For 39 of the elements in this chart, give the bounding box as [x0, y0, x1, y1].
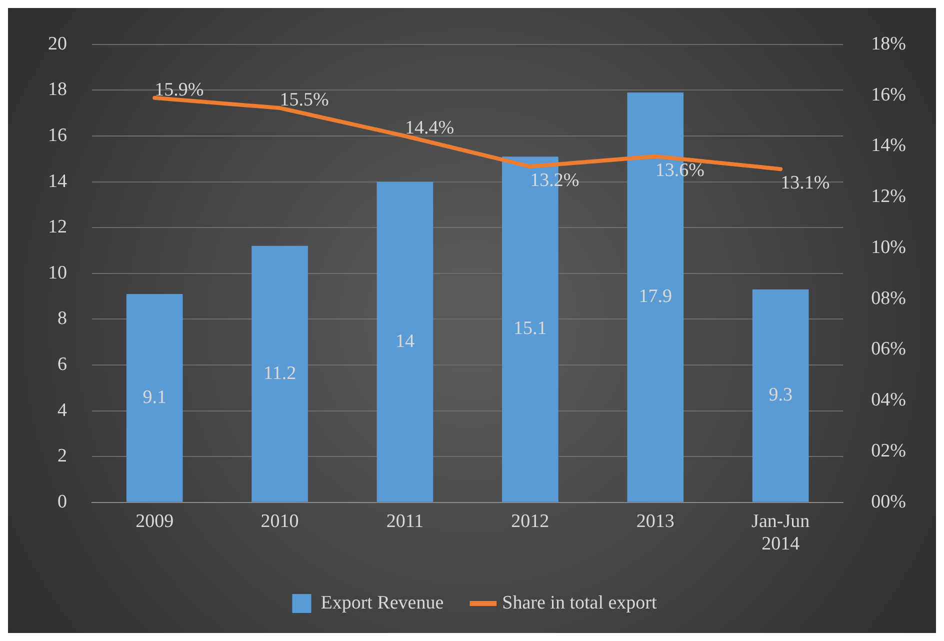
- y-tick-label: 4: [58, 400, 68, 421]
- x-tick-label: 2009: [136, 510, 174, 532]
- y-tick-label: 10: [48, 262, 67, 284]
- data-label: 15.9%: [154, 79, 204, 100]
- data-label: 11.2: [264, 362, 296, 384]
- y2-tick-label: 14%: [871, 135, 906, 156]
- y-tick-label: 16: [48, 124, 67, 146]
- y2-tick-label: 18%: [871, 33, 906, 54]
- x-tick-label: 2013: [636, 510, 674, 532]
- y2-tick-label: 10%: [871, 236, 906, 258]
- y-tick-label: 14: [48, 170, 68, 192]
- y2-tick-label: 00%: [871, 491, 906, 512]
- y2-tick-label: 06%: [871, 338, 906, 360]
- y-tick-label: 6: [58, 354, 67, 375]
- y-tick-label: 0: [58, 491, 67, 512]
- data-label: 17.9: [638, 286, 672, 308]
- data-label: 14: [395, 330, 415, 352]
- y-tick-label: 20: [48, 33, 67, 54]
- y-tick-label: 18: [48, 79, 67, 100]
- y2-tick-label: 02%: [871, 440, 906, 462]
- data-label: 9.3: [768, 384, 792, 406]
- x-tick-label: 2011: [386, 510, 424, 532]
- y2-tick-label: 04%: [871, 390, 906, 411]
- y2-tick-label: 08%: [871, 288, 906, 309]
- data-label: 13.1%: [780, 172, 830, 194]
- legend-label: Export Revenue: [320, 592, 444, 614]
- data-label: 15.5%: [280, 89, 330, 110]
- data-label: 15.1: [514, 318, 547, 340]
- y2-tick-label: 12%: [871, 186, 906, 208]
- y-tick-label: 12: [48, 216, 67, 238]
- legend-label: Share in total export: [502, 592, 658, 614]
- x-tick-label: Jan-Jun 2014: [752, 510, 810, 555]
- y2-tick-label: 16%: [871, 84, 906, 106]
- data-label: 14.4%: [404, 117, 454, 138]
- data-label: 9.1: [142, 386, 166, 408]
- x-tick-label: 2010: [260, 510, 299, 532]
- y-tick-label: 2: [58, 446, 67, 467]
- x-tick-label: 2012: [511, 510, 550, 532]
- y-tick-label: 8: [58, 308, 67, 330]
